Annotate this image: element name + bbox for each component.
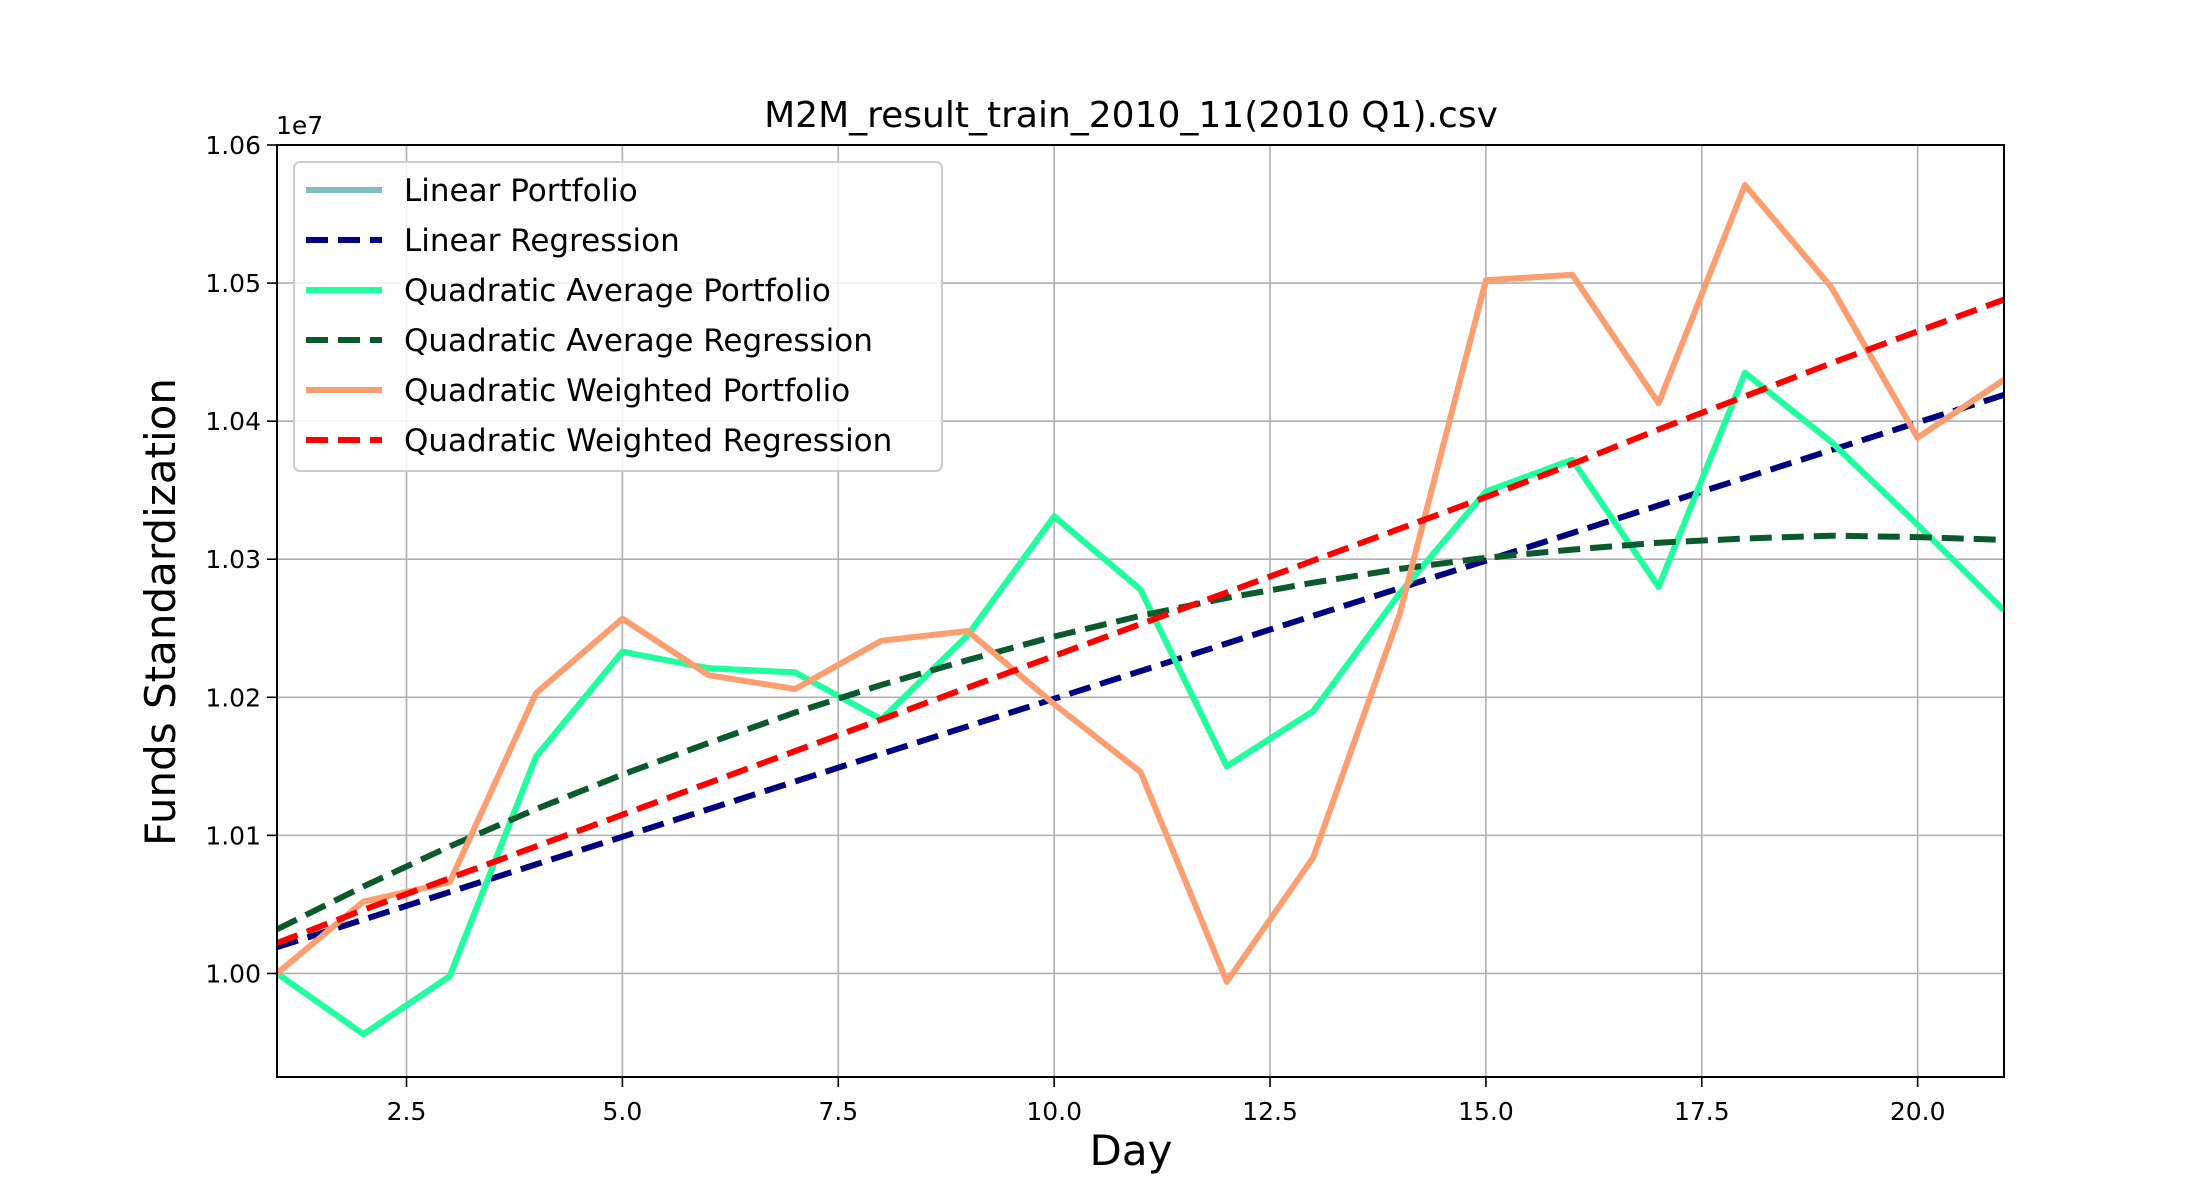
legend-label-quadratic-weighted-portfolio: Quadratic Weighted Portfolio xyxy=(404,373,850,409)
series-line-quadratic-weighted-regression xyxy=(277,296,2004,946)
x-axis-title: Day xyxy=(1090,1126,1173,1175)
y-tick-label: 1.05 xyxy=(205,269,261,298)
y-tick-label: 1.01 xyxy=(205,821,261,850)
x-tick-label: 5.0 xyxy=(603,1097,643,1126)
legend-box xyxy=(293,161,943,472)
legend-label-quadratic-average-regression: Quadratic Average Regression xyxy=(404,323,873,359)
x-tick-label: 20.0 xyxy=(1890,1097,1946,1126)
legend-label-linear-portfolio: Linear Portfolio xyxy=(404,173,638,209)
y-offset-label: 1e7 xyxy=(276,111,323,140)
plot-frame xyxy=(276,144,2005,1078)
y-tick-label: 1.06 xyxy=(205,131,261,160)
series-lines xyxy=(277,182,2004,1038)
legend-label-linear-regression: Linear Regression xyxy=(404,223,680,259)
legend-label-quadratic-average-portfolio: Quadratic Average Portfolio xyxy=(404,273,831,309)
x-tick-label: 10.0 xyxy=(1026,1097,1082,1126)
y-tick-label: 1.00 xyxy=(205,959,261,988)
x-tick-label: 12.5 xyxy=(1242,1097,1298,1126)
y-tick-label: 1.03 xyxy=(205,545,261,574)
y-axis-title: Funds Standardization xyxy=(136,378,185,846)
x-tick-label: 2.5 xyxy=(387,1097,427,1126)
x-axis-ticks: 2.5 5.0 7.5 10.0 12.5 15.0 17.5 20.0 xyxy=(387,1077,1946,1126)
chart-title: M2M_result_train_2010_11(2010 Q1).csv xyxy=(764,95,1498,136)
series-line-quadratic-weighted-portfolio xyxy=(277,182,2004,985)
x-tick-label: 17.5 xyxy=(1674,1097,1730,1126)
x-tick-label: 7.5 xyxy=(818,1097,858,1126)
x-tick-label: 15.0 xyxy=(1458,1097,1514,1126)
y-axis-ticks: 1.00 1.01 1.02 1.03 1.04 1.05 1.06 xyxy=(205,131,277,988)
series-line-linear-regression xyxy=(277,392,2004,951)
legend-entries: Linear Portfolio Linear Regression Quadrat… xyxy=(306,173,892,459)
series-line-quadratic-average-portfolio xyxy=(277,369,2004,1038)
legend: Linear Portfolio Linear Regression Quadrat… xyxy=(293,161,943,472)
y-tick-label: 1.02 xyxy=(205,683,261,712)
y-tick-label: 1.04 xyxy=(205,407,261,436)
legend-label-quadratic-weighted-regression: Quadratic Weighted Regression xyxy=(404,423,892,459)
